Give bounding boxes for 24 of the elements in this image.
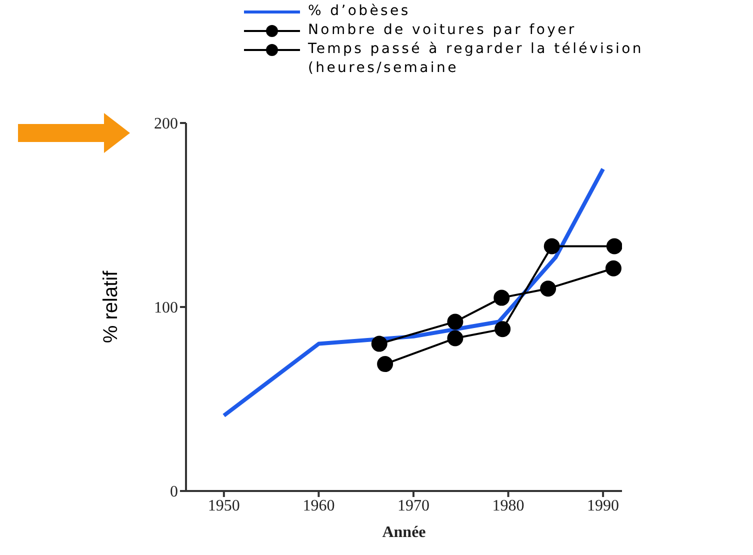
legend-label: Temps passé à regarder la télévision (heures/semaine [308, 40, 644, 78]
point [494, 290, 510, 306]
y-tick-label: 100 [154, 300, 178, 317]
x-tick-label: 1970 [397, 497, 430, 514]
legend-label: Nombre de voitures par foyer [308, 21, 576, 40]
x-tick-label: 1950 [208, 497, 240, 514]
y-tick-label: 200 [154, 116, 178, 133]
point [544, 238, 560, 254]
point [606, 238, 622, 254]
x-tick-label: 1960 [302, 497, 335, 514]
point [605, 260, 622, 276]
line-series [222, 167, 606, 418]
y-axis-title: % relatif [100, 270, 122, 344]
point [377, 356, 394, 372]
point [540, 280, 556, 297]
x-tick-label: 1990 [587, 497, 620, 514]
point [447, 314, 464, 330]
y-tick-label: 0 [170, 484, 178, 501]
point [371, 336, 388, 352]
point [494, 321, 511, 338]
x-axis-title: Année [382, 524, 426, 541]
legend-label: % d’obèses [308, 2, 410, 21]
x-tick-label: 1980 [492, 497, 524, 514]
point [447, 330, 464, 346]
